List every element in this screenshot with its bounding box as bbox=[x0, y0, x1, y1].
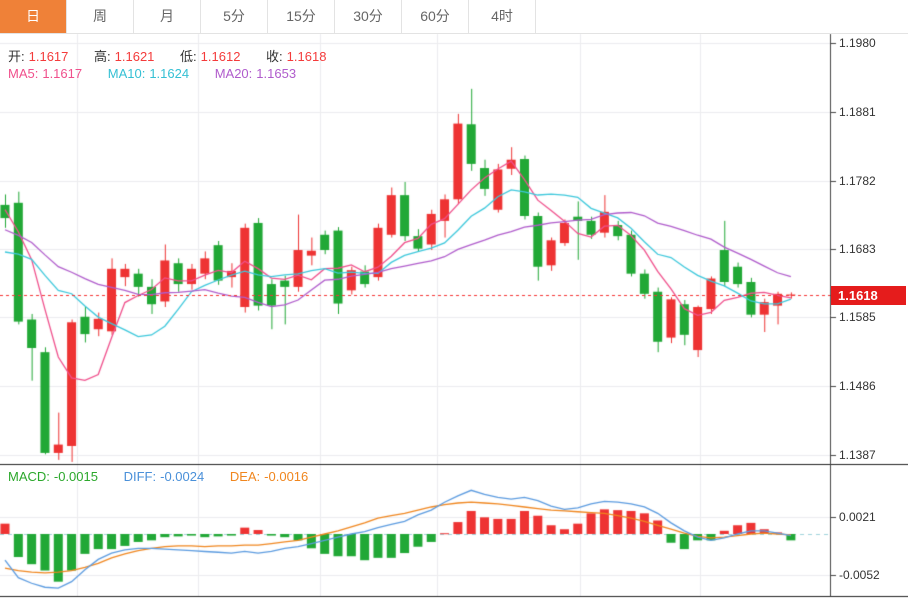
price-axis-tick: 1.1486 bbox=[839, 379, 876, 394]
macd-legend: MACD: -0.0015 DIFF: -0.0024 DEA: -0.0016 bbox=[8, 469, 312, 484]
macd-axis-tick: -0.0052 bbox=[839, 568, 880, 583]
tab-week[interactable]: 周 bbox=[67, 0, 134, 33]
price-axis-tick: 1.1387 bbox=[839, 448, 876, 462]
ma5-value: 1.1617 bbox=[42, 66, 83, 81]
ma20-label: MA20: bbox=[214, 66, 253, 81]
current-price-tag: 1.1618 bbox=[831, 285, 906, 305]
ma5-label: MA5: bbox=[8, 66, 39, 81]
tab-4hour[interactable]: 4时 bbox=[469, 0, 536, 33]
close-label: 收: bbox=[266, 49, 283, 64]
ma20-value: 1.1653 bbox=[256, 66, 297, 81]
ma-legend: MA5: 1.1617 MA10: 1.1624 MA20: 1.1653 bbox=[8, 66, 300, 81]
close-value: 1.1618 bbox=[286, 49, 327, 64]
diff-value: -0.0024 bbox=[160, 469, 205, 484]
open-label: 开: bbox=[8, 49, 25, 64]
ma10-label: MA10: bbox=[107, 66, 146, 81]
tab-60min[interactable]: 60分 bbox=[402, 0, 469, 33]
price-axis-tick: 1.1683 bbox=[839, 242, 876, 257]
period-tab-bar: 日 周 月 5分 15分 30分 60分 4时 bbox=[0, 0, 908, 34]
low-label: 低: bbox=[180, 49, 197, 64]
macd-value: -0.0015 bbox=[53, 469, 98, 484]
tab-day[interactable]: 日 bbox=[0, 0, 67, 33]
low-value: 1.1612 bbox=[200, 49, 241, 64]
price-axis-tick: 1.1782 bbox=[839, 173, 876, 188]
price-axis-tick: 1.1881 bbox=[839, 104, 876, 119]
high-value: 1.1621 bbox=[114, 49, 155, 64]
tab-15min[interactable]: 15分 bbox=[268, 0, 335, 33]
price-axis-tick: 1.1980 bbox=[839, 36, 876, 50]
tab-month[interactable]: 月 bbox=[134, 0, 201, 33]
ma10-value: 1.1624 bbox=[149, 66, 190, 81]
macd-axis-tick: 0.0021 bbox=[839, 510, 876, 525]
open-value: 1.1617 bbox=[28, 49, 69, 64]
dea-value: -0.0016 bbox=[264, 469, 309, 484]
macd-label: MACD: bbox=[8, 469, 50, 484]
tab-5min[interactable]: 5分 bbox=[201, 0, 268, 33]
dea-label: DEA: bbox=[229, 469, 261, 484]
tab-30min[interactable]: 30分 bbox=[335, 0, 402, 33]
high-label: 高: bbox=[94, 49, 111, 64]
ohlc-legend: 开: 1.1617 高: 1.1621 低: 1.1612 收: 1.1618 bbox=[8, 46, 330, 65]
diff-label: DIFF: bbox=[123, 469, 157, 484]
price-axis-tick: 1.1585 bbox=[839, 310, 876, 325]
